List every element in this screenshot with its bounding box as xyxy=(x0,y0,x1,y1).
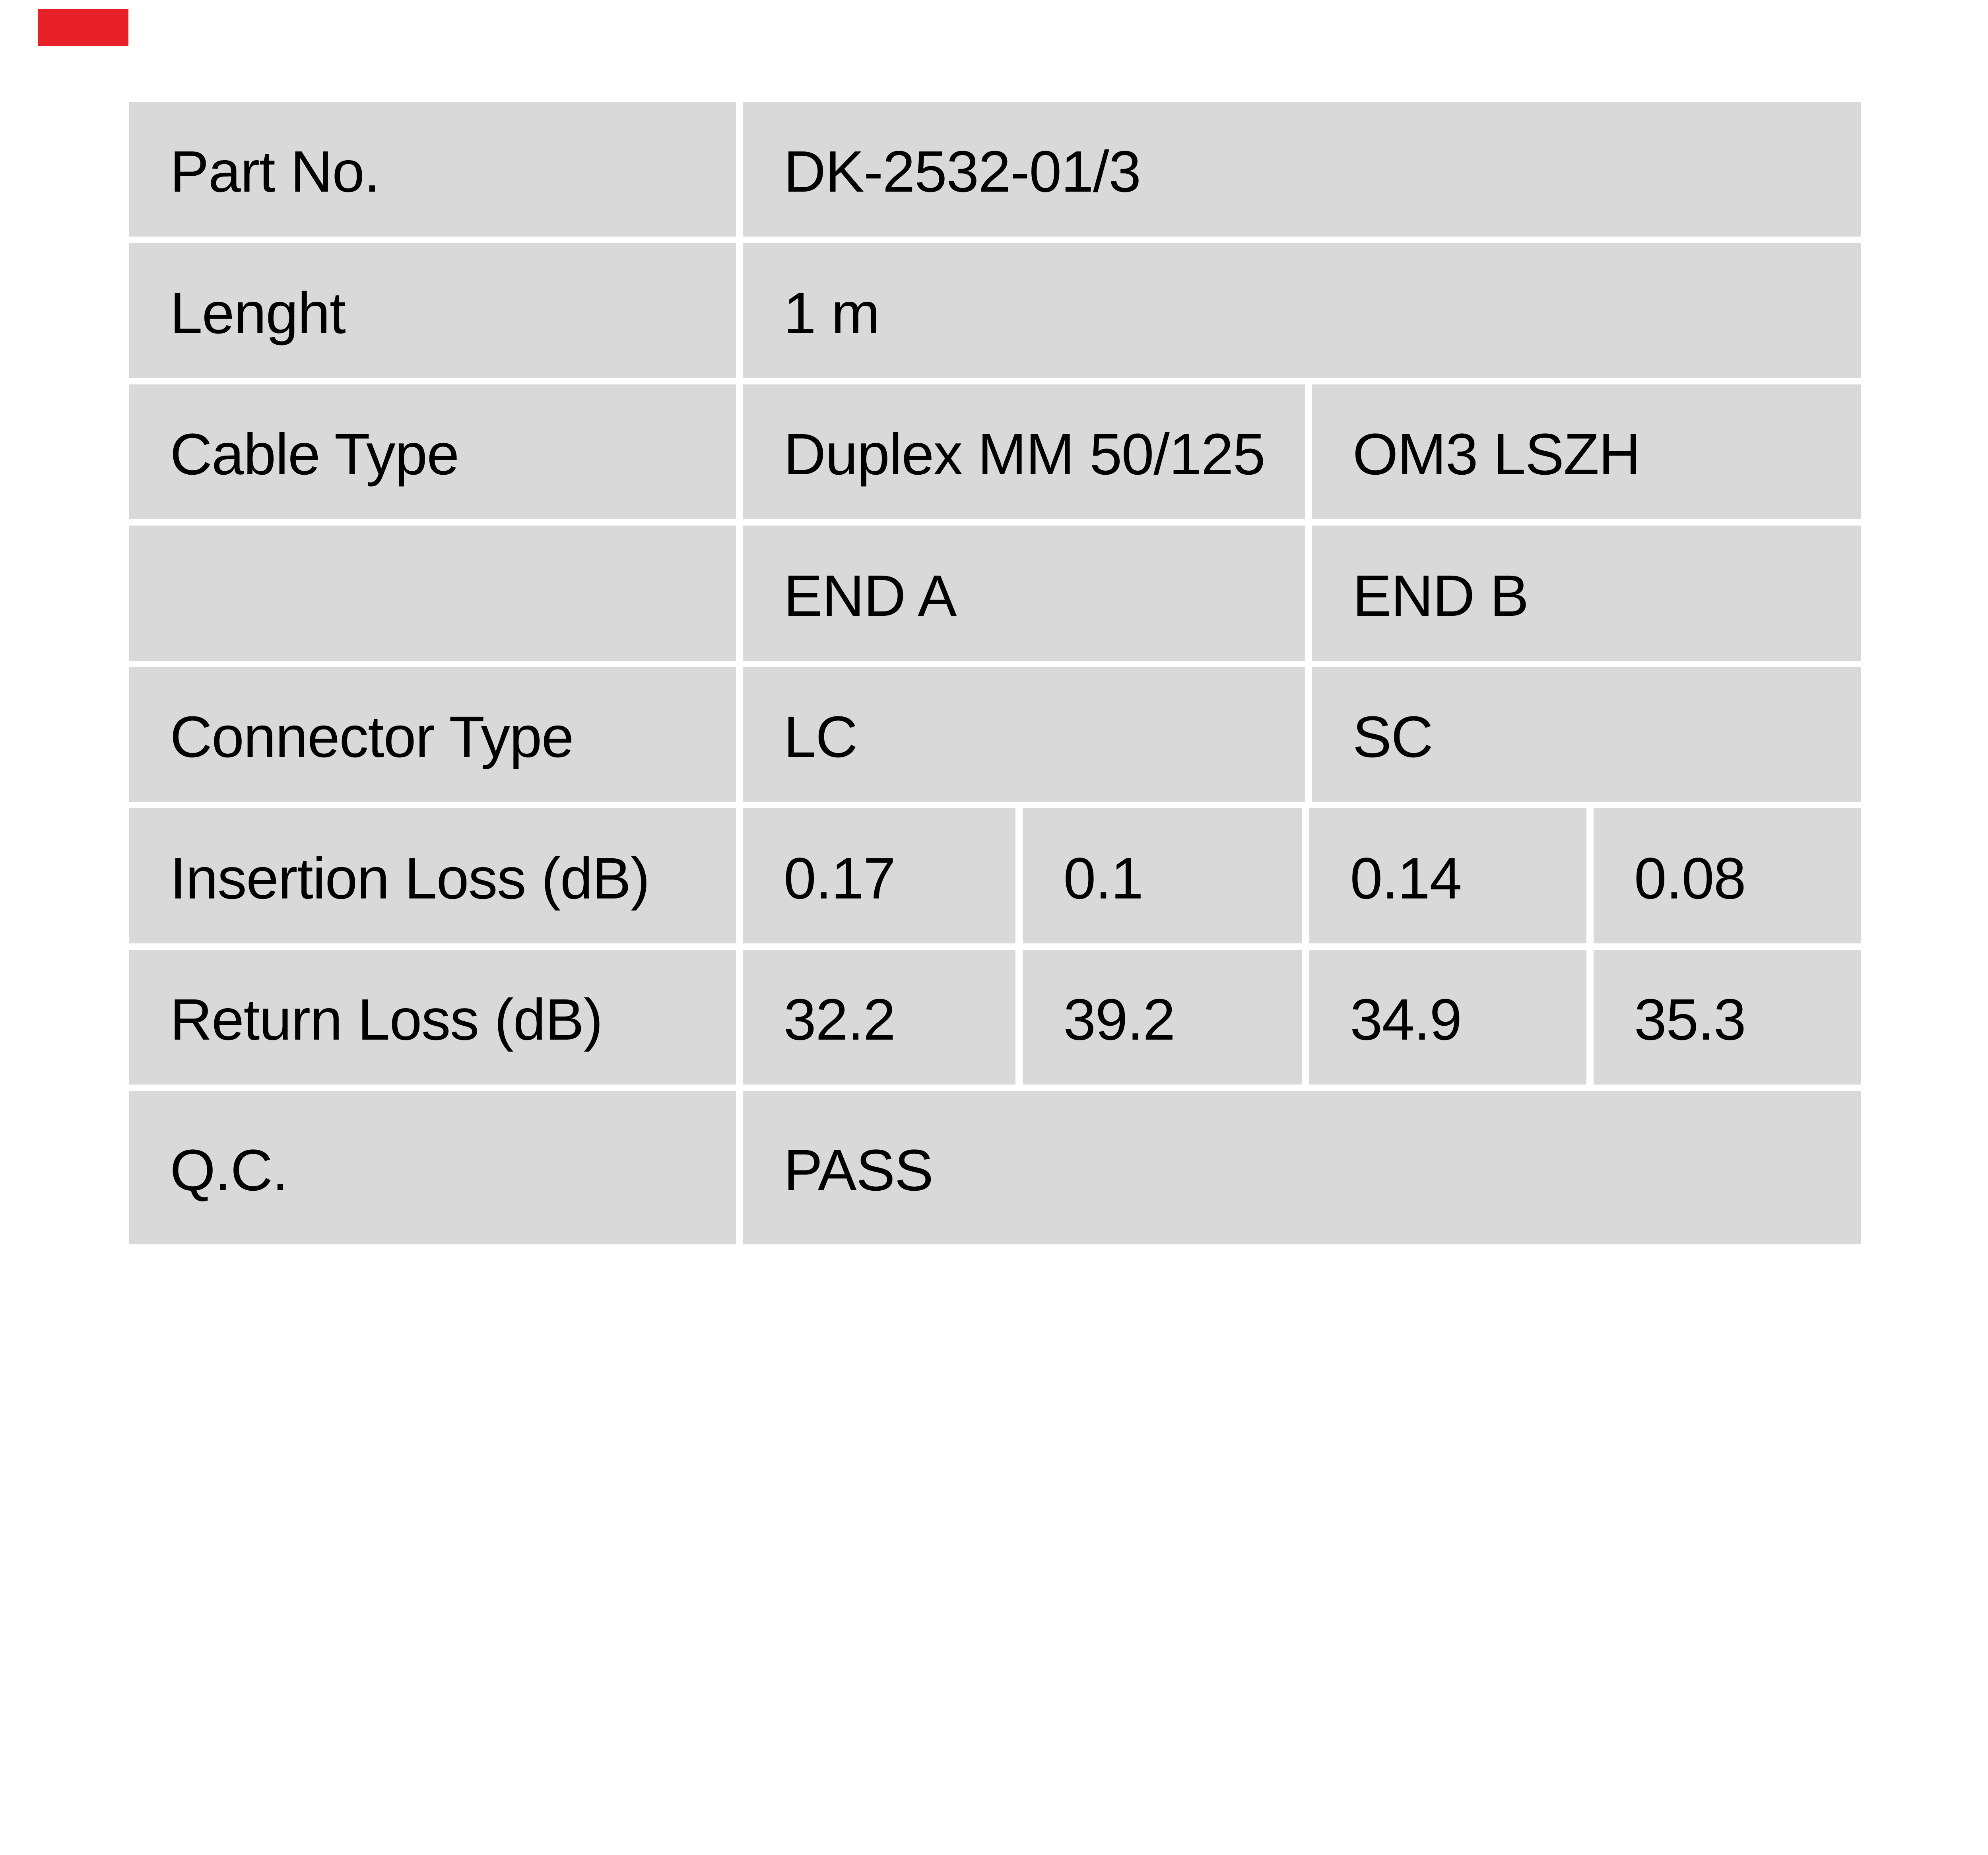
length-label-cell: Lenght xyxy=(129,243,736,378)
cable-type-value-b-cell: OM3 LSZH xyxy=(1312,384,1861,519)
part-no-label-cell: Part No. xyxy=(129,101,736,237)
connector-type-label-cell: Connector Type xyxy=(129,667,736,802)
insertion-loss-end-b2-cell: 0.08 xyxy=(1593,808,1861,943)
row-return-loss: Return Loss (dB) 32.2 39.2 34.9 35.3 xyxy=(129,949,1861,1085)
part-no-value-cell: DK-2532-01/3 xyxy=(743,101,1861,237)
datasheet-page: Part No. DK-2532-01/3 Lenght 1 m Cable T… xyxy=(38,9,1861,1244)
qc-value-cell: PASS xyxy=(743,1091,1861,1244)
qc-label-cell: Q.C. xyxy=(129,1091,736,1244)
insertion-loss-label-cell: Insertion Loss (dB) xyxy=(129,808,736,943)
row-insertion-loss: Insertion Loss (dB) 0.17 0.1 0.14 0.08 xyxy=(129,808,1861,943)
connector-type-end-a-cell: LC xyxy=(743,667,1305,802)
insertion-loss-end-a1-cell: 0.17 xyxy=(743,808,1015,943)
insertion-loss-end-b1-cell: 0.14 xyxy=(1309,808,1586,943)
insertion-loss-end-a2-cell: 0.1 xyxy=(1023,808,1302,943)
connector-type-end-b-cell: SC xyxy=(1312,667,1861,802)
row-connector-type: Connector Type LC SC xyxy=(129,667,1861,802)
return-loss-end-a1-cell: 32.2 xyxy=(743,949,1015,1085)
end-a-header-cell: END A xyxy=(743,526,1305,661)
return-loss-end-b2-cell: 35.3 xyxy=(1593,949,1861,1085)
return-loss-end-a2-cell: 39.2 xyxy=(1023,949,1302,1085)
row-cable-type: Cable Type Duplex MM 50/125 OM3 LSZH xyxy=(129,384,1861,519)
end-headers-empty-cell xyxy=(129,526,736,661)
red-marker-rectangle xyxy=(38,9,128,46)
row-part-no: Part No. DK-2532-01/3 xyxy=(129,101,1861,237)
end-b-header-cell: END B xyxy=(1312,526,1861,661)
cable-type-label-cell: Cable Type xyxy=(129,384,736,519)
row-length: Lenght 1 m xyxy=(129,243,1861,378)
row-qc: Q.C. PASS xyxy=(129,1091,1861,1244)
cable-type-value-a-cell: Duplex MM 50/125 xyxy=(743,384,1305,519)
row-end-headers: END A END B xyxy=(129,526,1861,661)
length-value-cell: 1 m xyxy=(743,243,1861,378)
spec-table: Part No. DK-2532-01/3 Lenght 1 m Cable T… xyxy=(129,101,1861,1244)
return-loss-label-cell: Return Loss (dB) xyxy=(129,949,736,1085)
return-loss-end-b1-cell: 34.9 xyxy=(1309,949,1586,1085)
